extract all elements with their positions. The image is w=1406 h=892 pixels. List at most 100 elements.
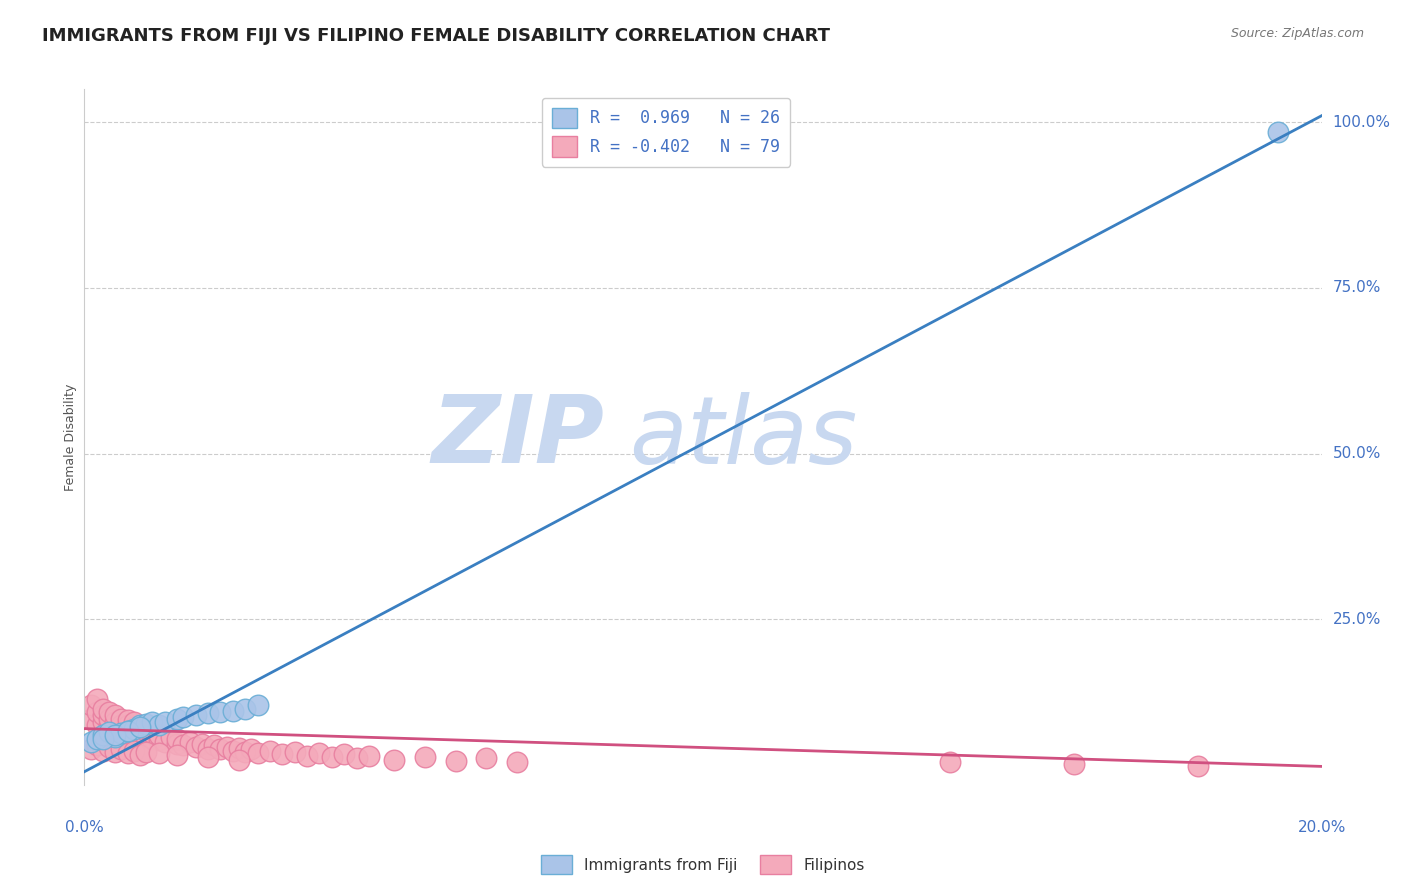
Point xyxy=(166,731,188,746)
Point xyxy=(91,731,114,746)
Point xyxy=(79,735,101,749)
Point xyxy=(228,740,250,755)
Point xyxy=(141,714,163,729)
Point xyxy=(184,739,207,754)
Point xyxy=(86,705,108,719)
Point xyxy=(117,718,139,732)
Point xyxy=(153,735,176,749)
Point xyxy=(79,741,101,756)
Point xyxy=(179,735,201,749)
Text: 50.0%: 50.0% xyxy=(1333,446,1381,461)
Point xyxy=(98,712,121,726)
Point xyxy=(148,746,170,760)
Text: 75.0%: 75.0% xyxy=(1333,280,1381,295)
Point xyxy=(148,728,170,742)
Point xyxy=(475,751,498,765)
Point xyxy=(98,705,121,719)
Point xyxy=(79,712,101,726)
Point xyxy=(197,750,219,764)
Point xyxy=(122,720,145,734)
Point xyxy=(91,708,114,723)
Point xyxy=(91,743,114,757)
Text: 0.0%: 0.0% xyxy=(65,820,104,835)
Point xyxy=(110,712,132,726)
Point xyxy=(110,725,132,739)
Point xyxy=(148,718,170,732)
Point xyxy=(413,750,436,764)
Legend: Immigrants from Fiji, Filipinos: Immigrants from Fiji, Filipinos xyxy=(536,849,870,880)
Point xyxy=(129,748,152,763)
Point xyxy=(939,755,962,769)
Point xyxy=(246,746,269,760)
Point xyxy=(129,722,152,736)
Point xyxy=(141,731,163,746)
Point xyxy=(110,718,132,732)
Point xyxy=(122,722,145,736)
Text: 25.0%: 25.0% xyxy=(1333,612,1381,627)
Point xyxy=(166,748,188,763)
Text: atlas: atlas xyxy=(628,392,858,483)
Point xyxy=(117,723,139,738)
Point xyxy=(506,756,529,770)
Text: IMMIGRANTS FROM FIJI VS FILIPINO FEMALE DISABILITY CORRELATION CHART: IMMIGRANTS FROM FIJI VS FILIPINO FEMALE … xyxy=(42,27,830,45)
Point xyxy=(135,723,157,738)
Point xyxy=(135,745,157,759)
Point xyxy=(91,702,114,716)
Point xyxy=(357,748,380,763)
Point xyxy=(86,738,108,752)
Point xyxy=(166,712,188,726)
Point xyxy=(98,718,121,732)
Point xyxy=(129,720,152,734)
Point xyxy=(346,751,368,765)
Point xyxy=(86,731,108,746)
Point xyxy=(104,745,127,759)
Point xyxy=(91,728,114,742)
Point xyxy=(197,706,219,721)
Point xyxy=(444,754,467,768)
Point xyxy=(215,739,238,754)
Text: 100.0%: 100.0% xyxy=(1333,115,1391,130)
Point xyxy=(104,708,127,723)
Point xyxy=(91,714,114,729)
Point xyxy=(308,746,330,760)
Point xyxy=(153,714,176,729)
Point xyxy=(1063,756,1085,771)
Point xyxy=(110,741,132,756)
Point xyxy=(122,714,145,729)
Point xyxy=(104,714,127,729)
Point xyxy=(246,698,269,713)
Point xyxy=(321,750,343,764)
Point xyxy=(333,747,356,762)
Point xyxy=(233,745,256,759)
Point xyxy=(222,704,245,718)
Point xyxy=(233,702,256,716)
Point xyxy=(110,726,132,740)
Point xyxy=(172,738,194,752)
Point xyxy=(209,705,232,719)
Point xyxy=(240,742,263,756)
Point xyxy=(197,741,219,756)
Point xyxy=(271,747,294,762)
Point xyxy=(166,737,188,751)
Point xyxy=(222,743,245,757)
Point xyxy=(122,726,145,740)
Point xyxy=(117,713,139,727)
Point xyxy=(295,748,318,763)
Point xyxy=(117,723,139,738)
Point xyxy=(191,737,214,751)
Point xyxy=(129,718,152,732)
Point xyxy=(202,738,225,752)
Point xyxy=(141,726,163,740)
Point xyxy=(259,743,281,757)
Y-axis label: Female Disability: Female Disability xyxy=(65,384,77,491)
Point xyxy=(160,731,183,745)
Point xyxy=(284,745,307,759)
Point xyxy=(122,743,145,757)
Point xyxy=(117,746,139,760)
Point xyxy=(135,731,157,745)
Point xyxy=(104,731,127,745)
Point xyxy=(86,718,108,732)
Point xyxy=(129,728,152,742)
Point xyxy=(228,753,250,767)
Point xyxy=(148,732,170,747)
